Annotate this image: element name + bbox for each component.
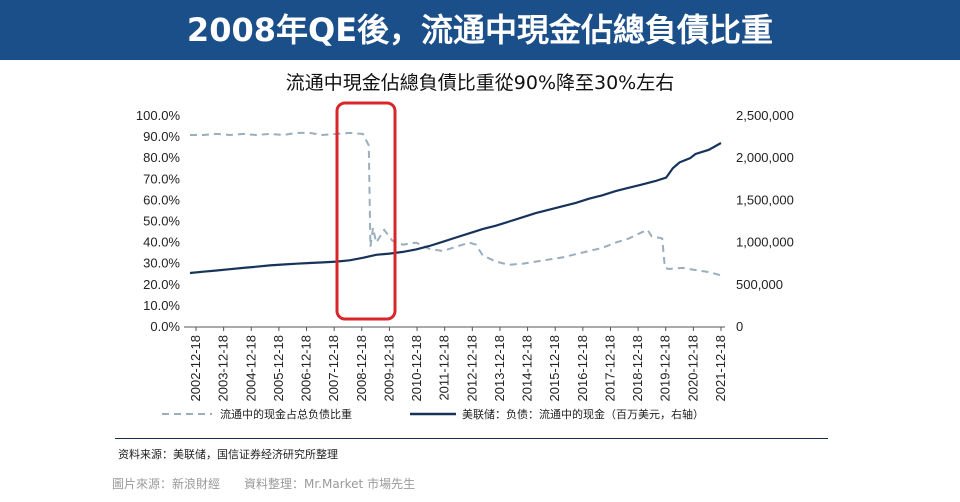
y-right-tick-label: 1,000,000 — [736, 235, 794, 250]
ratio-series-line — [190, 131, 722, 277]
image-credit: 圖片來源：新浪財經 資料整理：Mr.Market 市場先生 — [112, 477, 416, 491]
y-right-tick-label: 0 — [736, 319, 743, 334]
x-tick-label: 2015-12-18 — [547, 335, 562, 402]
highlight-box-2008 — [335, 101, 397, 321]
y-left-tick-label: 80.0% — [143, 150, 180, 165]
y-left-tick-label: 60.0% — [143, 192, 180, 207]
y-right-tick-label: 500,000 — [736, 277, 783, 292]
x-tick-label: 2009-12-18 — [381, 335, 396, 402]
x-tick-label: 2006-12-18 — [299, 335, 314, 402]
x-tick-label: 2004-12-18 — [243, 335, 258, 402]
x-tick-label: 2011-12-18 — [437, 335, 452, 401]
annotation-layer — [335, 101, 397, 321]
x-tick-label: 2017-12-18 — [602, 335, 617, 402]
x-tick-label: 2003-12-18 — [216, 335, 231, 402]
y-left-tick-label: 70.0% — [143, 171, 180, 186]
series-layer — [189, 131, 722, 277]
chart-subtitle: 流通中現金佔總負債比重從90%降至30%左右 — [285, 72, 675, 94]
x-tick-label: 2021-12-18 — [713, 335, 728, 402]
y-left-tick-label: 0.0% — [150, 319, 180, 334]
y-left-tick-label: 40.0% — [143, 235, 180, 250]
source-divider — [115, 438, 828, 439]
y-right-tick-label: 1,500,000 — [736, 192, 794, 207]
y-right-tick-label: 2,500,000 — [736, 108, 794, 123]
x-tick-label: 2005-12-18 — [271, 335, 286, 402]
x-tick-label: 2018-12-18 — [630, 335, 645, 402]
x-tick-label: 2010-12-18 — [409, 335, 424, 402]
x-tick-label: 2019-12-18 — [658, 335, 673, 402]
axes-layer: 100.0% 90.0% 80.0% 70.0% 60.0% 50.0% 40.0% 30.0… — [136, 108, 794, 402]
legend-label-liabilities: 美联储：负债：流通中的现金（百万美元，右轴） — [462, 407, 704, 421]
x-tick-label: 2014-12-18 — [520, 335, 535, 402]
x-tick-label: 2016-12-18 — [575, 335, 590, 402]
y-right-tick-label: 2,000,000 — [736, 150, 794, 165]
y-left-tick-label: 10.0% — [143, 298, 180, 313]
y-left-tick-label: 100.0% — [136, 108, 181, 123]
chart-legend: 流通中的现金占总负债比重 美联储：负债：流通中的现金（百万美元，右轴） — [162, 407, 704, 421]
y-left-tick-label: 90.0% — [143, 129, 180, 144]
y-left-tick-label: 30.0% — [143, 256, 180, 271]
banner-title: 2008年QE後，流通中現金佔總負債比重 — [186, 11, 774, 49]
x-tick-label: 2007-12-18 — [326, 335, 341, 402]
x-tick-label: 2013-12-18 — [492, 335, 507, 402]
y-left-tick-label: 50.0% — [143, 214, 180, 229]
x-tick-label: 2008-12-18 — [354, 335, 369, 402]
source-note: 资料来源：美联储，国信证券经济研究所整理 — [118, 448, 338, 461]
y-left-tick-label: 20.0% — [143, 277, 180, 292]
page-banner: 2008年QE後，流通中現金佔總負債比重 — [0, 0, 960, 60]
liabilities-series-line — [189, 142, 722, 275]
x-tick-label: 2012-12-18 — [464, 335, 479, 402]
x-tick-label: 2020-12-18 — [685, 335, 700, 402]
x-tick-label: 2002-12-18 — [188, 335, 203, 402]
legend-label-ratio: 流通中的现金占总负债比重 — [220, 407, 352, 421]
